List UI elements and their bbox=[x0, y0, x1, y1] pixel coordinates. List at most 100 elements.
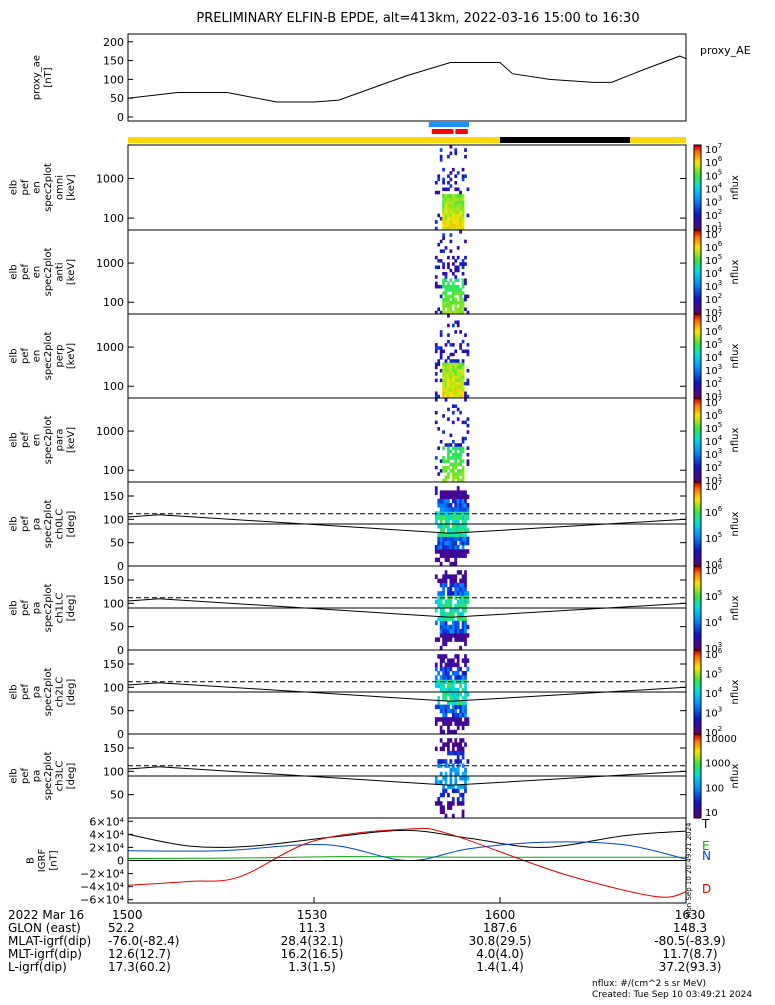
heatmap-cell bbox=[459, 721, 462, 726]
y-axis-label: [deg] bbox=[66, 511, 77, 538]
colorbar-cell bbox=[694, 463, 701, 466]
heatmap-cell bbox=[464, 654, 467, 659]
heatmap-cell bbox=[444, 197, 448, 201]
heatmap-cell bbox=[449, 343, 453, 347]
heatmap-cell bbox=[461, 713, 465, 718]
y-tick-label: 50 bbox=[110, 621, 124, 634]
colorbar-cell bbox=[694, 309, 701, 313]
heatmap-cell bbox=[449, 233, 453, 237]
heatmap-cell bbox=[451, 220, 455, 224]
heatmap-cell bbox=[454, 310, 458, 315]
heatmap-cell bbox=[439, 259, 443, 263]
colorbar-cell bbox=[694, 172, 701, 176]
heatmap-cell bbox=[456, 759, 460, 764]
heatmap-cell bbox=[456, 612, 460, 617]
heatmap-cell bbox=[451, 578, 455, 584]
heatmap-cell bbox=[459, 452, 462, 457]
heatmap-cell bbox=[442, 233, 445, 237]
heatmap-cell bbox=[444, 391, 448, 396]
y-axis-label: elb bbox=[8, 768, 19, 783]
heatmap-cell bbox=[466, 459, 470, 463]
heatmap-cell bbox=[442, 385, 445, 389]
heatmap-cell bbox=[442, 262, 445, 266]
heatmap-cell bbox=[449, 624, 453, 630]
heatmap-cell bbox=[447, 223, 450, 228]
heatmap-cell bbox=[447, 557, 450, 563]
series-label: T bbox=[701, 817, 710, 831]
heatmap-cell bbox=[454, 540, 458, 546]
heatmap-cell bbox=[451, 658, 455, 663]
heatmap-cell bbox=[461, 226, 465, 231]
heatmap-cell bbox=[442, 692, 445, 697]
heatmap-cell bbox=[451, 372, 455, 376]
colorbar-cell bbox=[694, 557, 701, 561]
colorbar-cell bbox=[694, 341, 701, 344]
colorbar-cell bbox=[694, 496, 701, 500]
heatmap-cell bbox=[466, 213, 470, 218]
heatmap-cell bbox=[459, 378, 462, 383]
heatmap-cell bbox=[459, 616, 462, 621]
colorbar-cell bbox=[694, 731, 701, 735]
heatmap-cell bbox=[439, 603, 443, 609]
heatmap-cell bbox=[461, 359, 465, 363]
colorbar-cell bbox=[694, 484, 701, 487]
heatmap-cell bbox=[442, 515, 445, 521]
heatmap-cell bbox=[437, 498, 441, 504]
y-tick-label: 50 bbox=[110, 537, 124, 550]
colorbar-cell bbox=[694, 629, 701, 632]
heatmap-cell bbox=[439, 633, 443, 638]
heatmap-cell bbox=[456, 213, 460, 218]
heatmap-cell bbox=[442, 805, 445, 810]
footer-units: nflux: #/(cm^2 s sr MeV) bbox=[592, 979, 706, 989]
colorbar-cell bbox=[694, 374, 701, 378]
heatmap-cell bbox=[442, 687, 445, 693]
row-value: 16.2(16.5) bbox=[281, 947, 344, 961]
heatmap-cell bbox=[459, 330, 462, 334]
heatmap-cell bbox=[447, 746, 450, 752]
heatmap-cell bbox=[434, 776, 438, 781]
heatmap-cell bbox=[437, 696, 441, 701]
heatmap-cell bbox=[456, 197, 460, 201]
heatmap-cell bbox=[454, 700, 458, 705]
heatmap-cell bbox=[447, 629, 450, 634]
colorbar-cell bbox=[694, 738, 701, 741]
colorbar-cell bbox=[694, 673, 701, 676]
heatmap-cell bbox=[454, 557, 458, 563]
colorbar-cell bbox=[694, 200, 701, 203]
heatmap-cell bbox=[444, 675, 448, 680]
colorbar-cell bbox=[694, 223, 701, 227]
y-tick-label: 100 bbox=[103, 73, 124, 86]
heatmap-cell bbox=[447, 323, 450, 328]
heatmap-cell bbox=[444, 540, 448, 546]
colorbar-tick-label: 106 bbox=[705, 324, 723, 338]
heatmap-cell bbox=[447, 624, 450, 630]
y-tick-label: 100 bbox=[103, 296, 124, 309]
colorbar-cell bbox=[694, 398, 701, 401]
row-value: 11.3 bbox=[299, 921, 326, 935]
heatmap-cell bbox=[449, 151, 453, 156]
heatmap-cell bbox=[459, 612, 462, 617]
colorbar-cell bbox=[694, 458, 701, 462]
heatmap-cell bbox=[454, 507, 458, 512]
heatmap-cell bbox=[442, 213, 445, 218]
heatmap-cell bbox=[449, 591, 453, 596]
heatmap-cell bbox=[461, 223, 465, 228]
heatmap-cell bbox=[461, 771, 465, 777]
heatmap-cell bbox=[459, 553, 462, 558]
heatmap-cell bbox=[442, 394, 445, 399]
heatmap-cell bbox=[461, 671, 465, 676]
heatmap-cell bbox=[464, 721, 467, 726]
heatmap-cell bbox=[442, 469, 445, 473]
heatmap-cell bbox=[439, 494, 443, 500]
colorbar-cell bbox=[694, 454, 701, 458]
heatmap-cell bbox=[451, 532, 455, 537]
heatmap-cell bbox=[449, 675, 453, 680]
colorbar-cell bbox=[694, 427, 701, 430]
heatmap-cell bbox=[447, 216, 450, 221]
heatmap-cell bbox=[456, 375, 460, 379]
heatmap-cell bbox=[454, 203, 458, 208]
heatmap-cell bbox=[439, 738, 443, 743]
heatmap-cell bbox=[456, 725, 460, 731]
